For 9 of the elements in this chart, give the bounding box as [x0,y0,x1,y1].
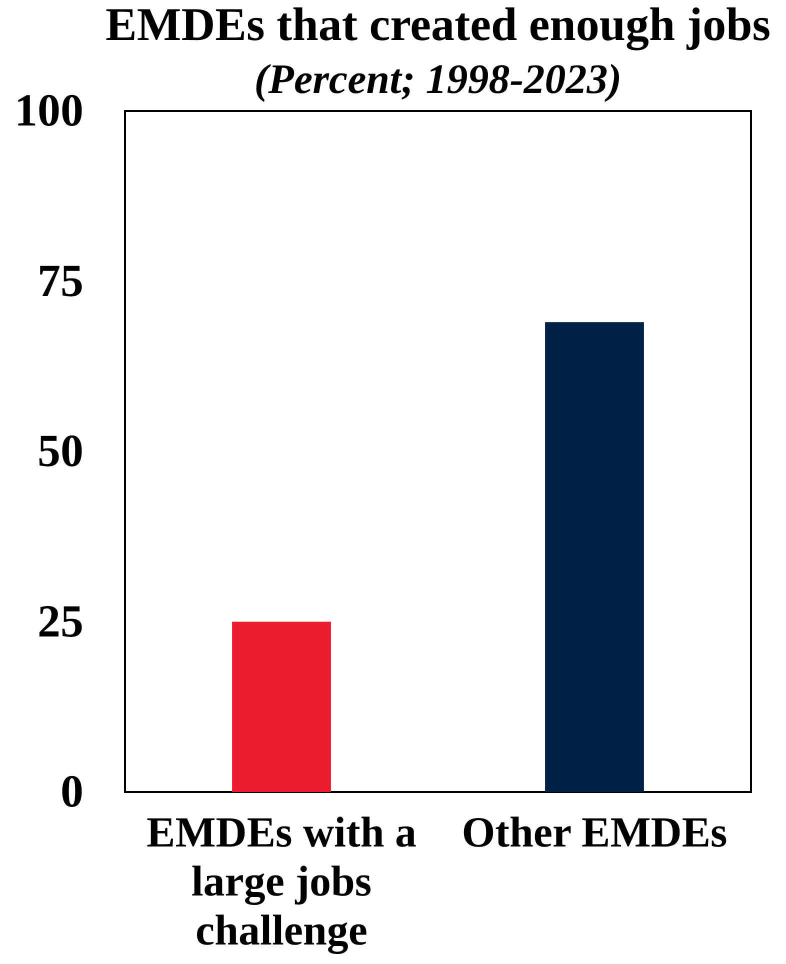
y-tick-label: 100 [14,84,84,136]
x-tick-label: EMDEs with a large jobs challenge [146,810,416,954]
y-tick-label: 0 [60,766,84,816]
x-tick-label: Other EMDEs [462,810,728,856]
chart-subtitle: (Percent; 1998-2023) [254,57,622,103]
y-tick-label: 75 [38,254,84,306]
chart-title: EMDEs that created enough jobs [106,0,770,51]
y-tick-label: 25 [38,595,84,646]
y-tick-label: 50 [38,425,84,476]
